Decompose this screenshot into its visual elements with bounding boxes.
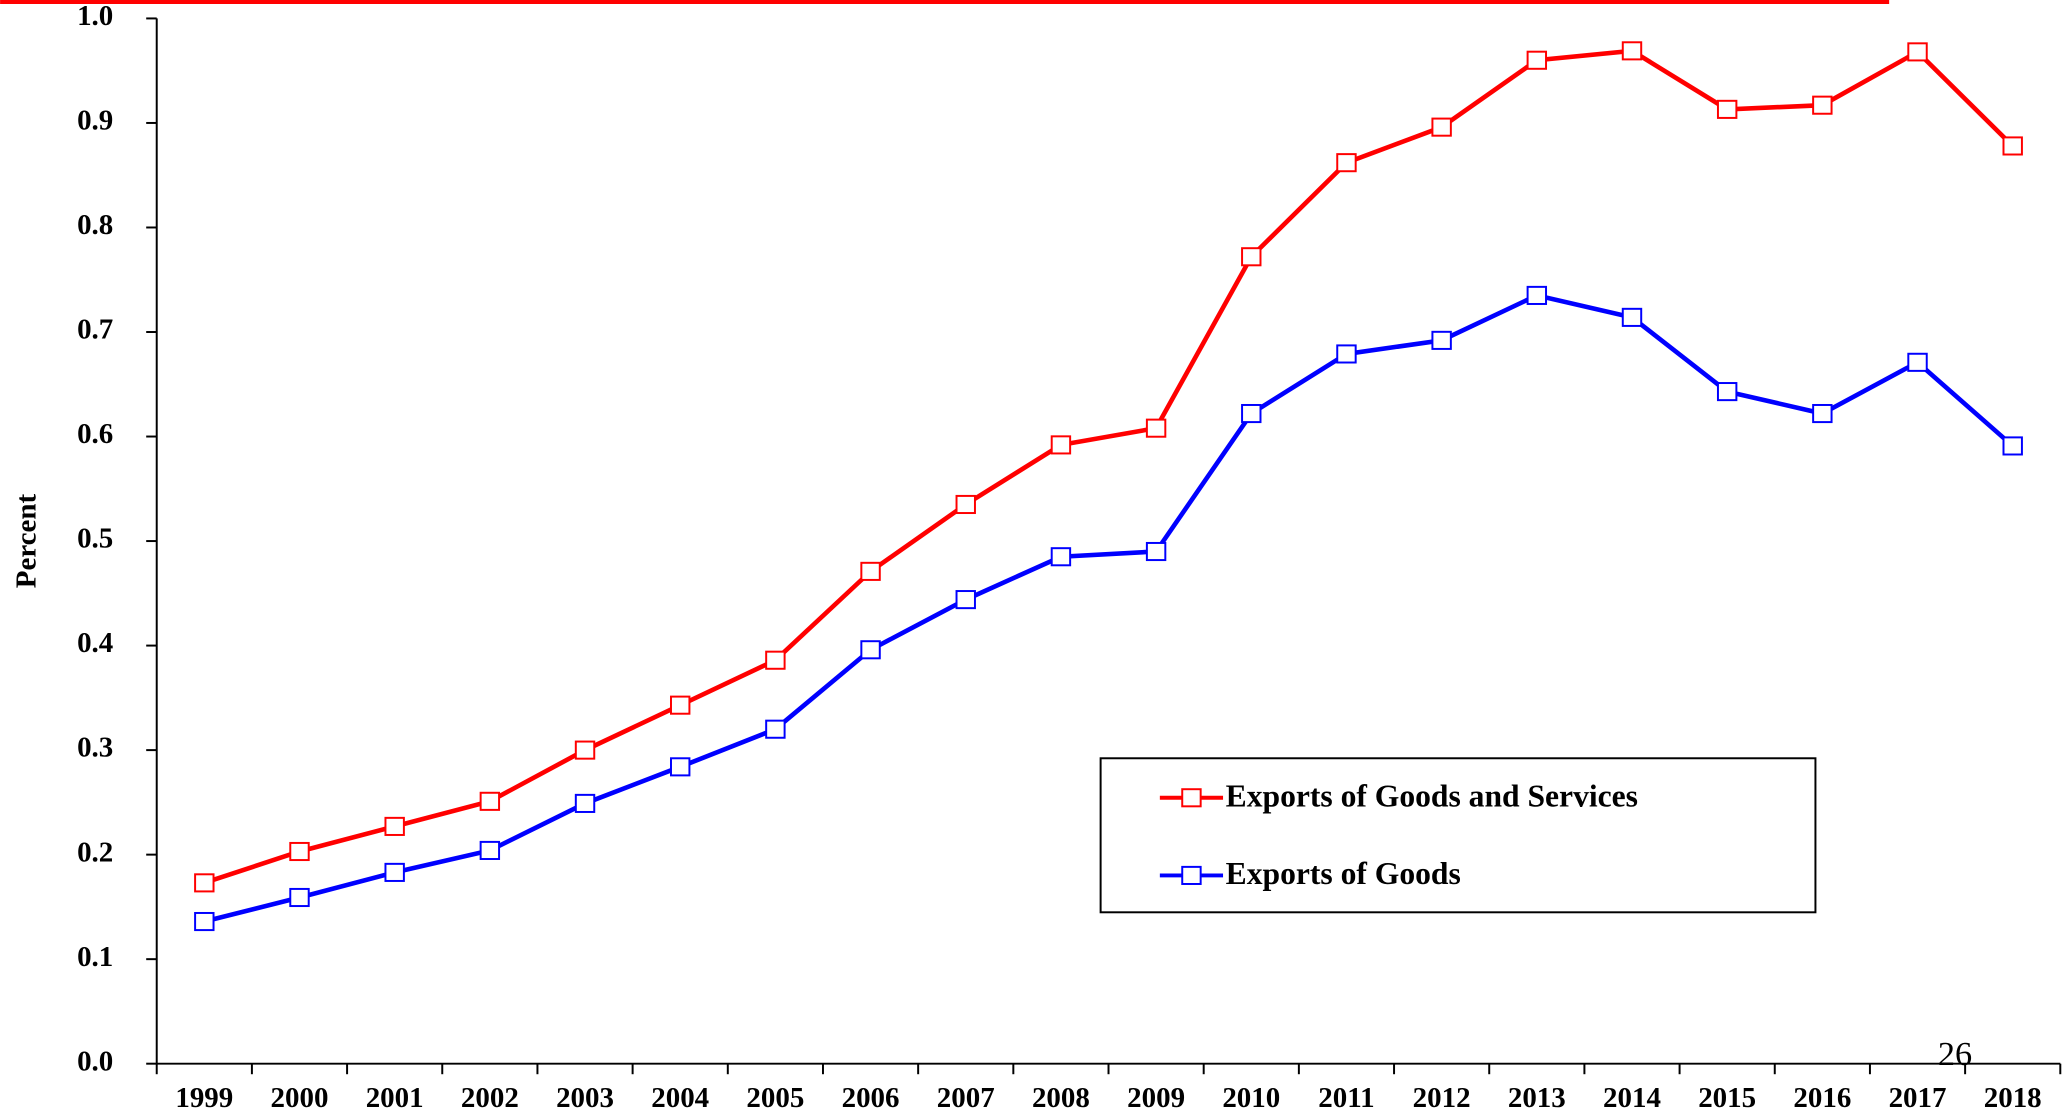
legend-marker	[1181, 788, 1202, 808]
data-marker	[1716, 382, 1738, 402]
data-marker	[955, 494, 976, 515]
y-tick-label: 0.4	[77, 627, 113, 659]
data-marker	[1241, 247, 1262, 267]
y-tick-label: 0.7	[77, 314, 113, 346]
data-marker	[1145, 541, 1167, 562]
data-marker	[1907, 42, 1928, 62]
series-line	[203, 292, 2015, 924]
x-tick-label: 2007	[937, 1082, 995, 1114]
data-marker	[1907, 352, 1928, 372]
data-marker	[1526, 285, 1548, 305]
x-tick-label: 2011	[1318, 1082, 1374, 1114]
legend-box	[1099, 757, 1817, 914]
x-tick-label: 2015	[1698, 1082, 1756, 1114]
page-number: 26	[1938, 1036, 1972, 1073]
legend-label: Exports of Goods and Services	[1226, 778, 1638, 813]
data-marker	[1431, 330, 1452, 350]
data-marker	[670, 757, 691, 777]
x-tick-label: 2008	[1032, 1082, 1090, 1114]
data-marker	[860, 561, 881, 581]
y-axis-label: Percent	[11, 494, 43, 589]
y-tick-label: 0.1	[77, 941, 113, 973]
data-marker	[1812, 95, 1833, 115]
x-tick-label: 2005	[746, 1082, 804, 1114]
data-marker	[384, 816, 405, 836]
data-marker	[2002, 136, 2023, 156]
data-marker	[479, 840, 501, 860]
data-marker	[194, 911, 215, 932]
x-tick-label: 2000	[271, 1082, 329, 1114]
x-tick-label: 2006	[842, 1082, 900, 1114]
data-marker	[289, 887, 310, 908]
data-marker	[2002, 436, 2023, 456]
y-tick-label: 0.3	[77, 732, 113, 764]
data-marker	[574, 793, 596, 813]
y-tick-label: 0.0	[77, 1045, 113, 1077]
data-marker	[1716, 99, 1738, 119]
data-marker	[670, 695, 691, 715]
data-marker	[1336, 153, 1357, 173]
x-tick-label: 2017	[1889, 1082, 1947, 1114]
data-marker	[765, 719, 786, 739]
data-marker	[1812, 403, 1833, 424]
x-tick-label: 2012	[1413, 1082, 1471, 1114]
data-marker	[955, 590, 976, 610]
data-marker	[1621, 307, 1643, 327]
x-tick-label: 2003	[556, 1082, 614, 1114]
data-marker	[194, 873, 215, 893]
x-tick-label: 2002	[461, 1082, 519, 1114]
y-tick-label: 0.6	[77, 418, 113, 450]
y-tick-label: 0.8	[77, 209, 113, 241]
y-tick-label: 1.0	[77, 0, 113, 32]
data-marker	[1145, 418, 1167, 438]
legend-marker	[1181, 865, 1202, 885]
x-tick-label: 1999	[175, 1082, 233, 1114]
data-marker	[1431, 117, 1452, 137]
data-marker	[479, 791, 501, 811]
x-tick-label: 2001	[366, 1082, 424, 1114]
data-marker	[1050, 435, 1072, 455]
data-marker	[1621, 41, 1643, 61]
data-marker	[860, 640, 881, 660]
data-marker	[1241, 403, 1262, 424]
x-tick-label: 2009	[1127, 1082, 1185, 1114]
data-marker	[1050, 547, 1072, 567]
series-line	[203, 48, 2015, 886]
data-marker	[1526, 50, 1548, 70]
data-marker	[289, 841, 310, 862]
data-marker	[1336, 344, 1357, 364]
y-tick-label: 0.9	[77, 105, 113, 137]
data-marker	[574, 740, 596, 760]
legend-label: Exports of Goods	[1226, 856, 1461, 891]
y-tick-label: 0.2	[77, 836, 113, 868]
x-tick-label: 2004	[651, 1082, 709, 1114]
x-tick-label: 2010	[1222, 1082, 1280, 1114]
x-tick-label: 2013	[1508, 1082, 1566, 1114]
x-tick-label: 2016	[1793, 1082, 1851, 1114]
x-tick-label: 2014	[1603, 1082, 1661, 1114]
data-marker	[765, 650, 786, 670]
y-tick-label: 0.5	[77, 523, 113, 555]
x-tick-label: 2018	[1984, 1082, 2042, 1114]
data-marker	[384, 862, 405, 882]
